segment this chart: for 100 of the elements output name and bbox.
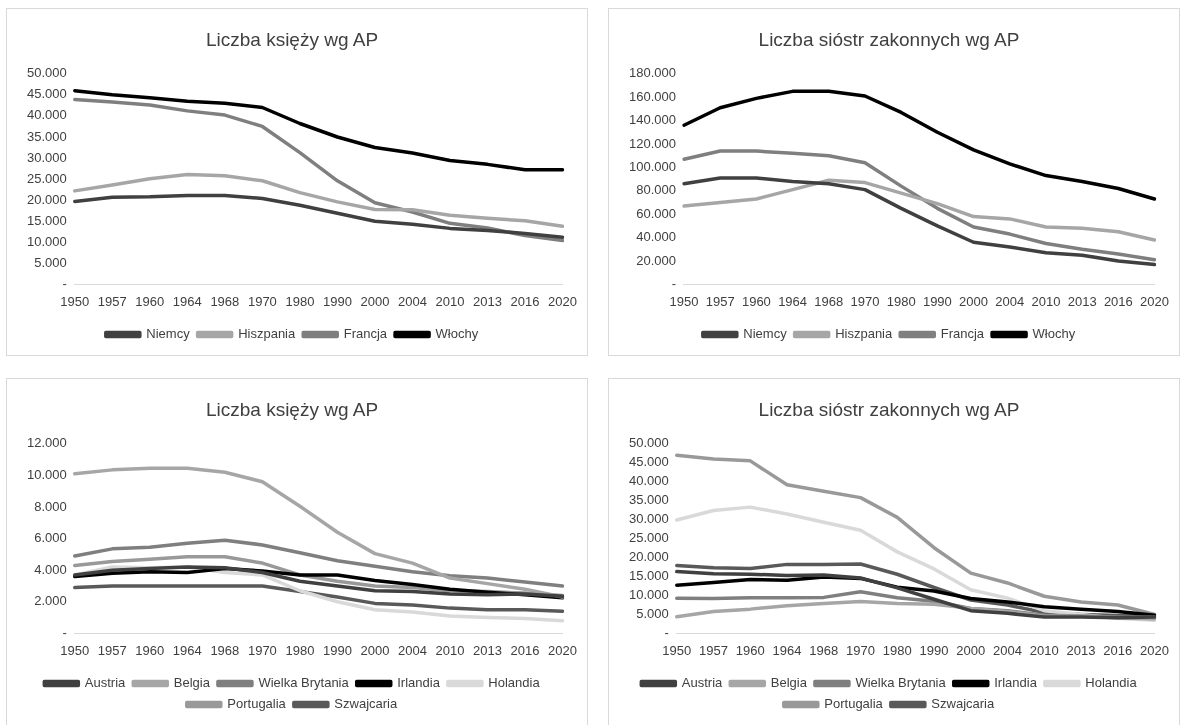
y-tick-label: 100.000 — [628, 158, 676, 174]
legend-label: Wielka Brytania — [258, 675, 350, 691]
y-tick-label: 8.000 — [34, 498, 67, 514]
y-tick-label: 45.000 — [27, 86, 67, 102]
legend-label: Szwajcaria — [334, 696, 398, 712]
y-tick-label: 5.000 — [34, 254, 67, 270]
x-tick-label: 2010 — [1031, 293, 1061, 309]
y-tick-label: 25.000 — [27, 170, 67, 186]
x-tick-label: 1964 — [778, 293, 808, 309]
x-tick-label: 2016 — [1103, 642, 1133, 658]
y-tick-label: 20.000 — [636, 252, 676, 268]
legend-label: Niemcy — [743, 326, 788, 342]
y-tick-label: - — [62, 275, 67, 291]
x-tick-label: 1950 — [60, 293, 90, 309]
chart-title: Liczba księży wg AP — [205, 398, 379, 420]
y-tick-label: 40.000 — [636, 229, 676, 245]
legend-label: Hiszpania — [835, 326, 893, 342]
y-tick-label: 80.000 — [636, 182, 676, 198]
y-tick-label: 40.000 — [27, 107, 67, 123]
y-tick-label: 60.000 — [636, 205, 676, 221]
x-tick-label: 1970 — [247, 293, 277, 309]
x-tick-label: 1957 — [97, 642, 127, 658]
y-tick-label: 10.000 — [27, 466, 67, 482]
x-tick-label: 1990 — [322, 642, 352, 658]
x-tick-label: 2000 — [959, 293, 989, 309]
legend-label: Portugalia — [824, 696, 884, 712]
chart-title: Liczba sióstr zakonnych wg AP — [758, 28, 1020, 50]
x-tick-label: 2010 — [1029, 642, 1059, 658]
x-tick-label: 1990 — [922, 293, 952, 309]
y-tick-label: 20.000 — [27, 191, 67, 207]
x-tick-label: 2004 — [397, 293, 427, 309]
x-tick-label: 2000 — [360, 293, 390, 309]
x-tick-label: 1964 — [772, 642, 802, 658]
x-tick-label: 1960 — [135, 293, 165, 309]
x-tick-label: 1990 — [919, 642, 949, 658]
x-tick-label: 1970 — [850, 293, 880, 309]
y-tick-label: 45.000 — [629, 454, 669, 470]
x-tick-label: 1990 — [322, 293, 352, 309]
x-tick-label: 2016 — [510, 293, 540, 309]
legend-label: Portugalia — [227, 696, 287, 712]
legend-label: Szwajcaria — [931, 696, 995, 712]
legend-label: Włochy — [435, 326, 479, 342]
legend-label: Hiszpania — [238, 326, 296, 342]
x-tick-label: 1960 — [135, 642, 165, 658]
y-tick-label: 4.000 — [34, 561, 67, 577]
x-tick-label: 2013 — [473, 642, 502, 658]
x-tick-label: 2020 — [1140, 642, 1169, 658]
y-tick-label: 6.000 — [34, 530, 67, 546]
x-tick-label: 1980 — [285, 293, 315, 309]
y-tick-label: 10.000 — [27, 233, 67, 249]
x-tick-label: 2013 — [1066, 642, 1096, 658]
x-tick-label: 2004 — [995, 293, 1025, 309]
x-tick-label: 2016 — [510, 642, 540, 658]
x-tick-label: 1964 — [172, 642, 202, 658]
x-tick-label: 1970 — [247, 642, 277, 658]
x-tick-label: 2013 — [473, 293, 502, 309]
y-tick-label: 12.000 — [27, 435, 67, 451]
legend-label: Wielka Brytania — [855, 675, 947, 691]
y-tick-label: 15.000 — [27, 212, 67, 228]
x-tick-label: 1980 — [882, 642, 912, 658]
chart-title: Liczba księży wg AP — [205, 28, 379, 50]
legend-label: Austria — [681, 675, 724, 691]
x-tick-label: 2010 — [435, 293, 465, 309]
y-tick-label: 140.000 — [628, 112, 676, 128]
y-tick-label: 15.000 — [629, 568, 669, 584]
x-tick-label: 1970 — [846, 642, 875, 658]
y-tick-label: 120.000 — [628, 135, 676, 151]
x-tick-label: 2020 — [548, 293, 577, 309]
legend-label: Belgia — [173, 675, 211, 691]
y-tick-label: 50.000 — [629, 435, 669, 451]
legend-label: Austria — [84, 675, 127, 691]
y-tick-label: 30.000 — [27, 149, 67, 165]
x-tick-label: 1960 — [735, 642, 765, 658]
legend-label: Holandia — [488, 675, 541, 691]
y-tick-label: 20.000 — [629, 549, 669, 565]
x-tick-label: 1950 — [669, 293, 699, 309]
x-tick-label: 2000 — [360, 642, 390, 658]
x-tick-label: 2010 — [435, 642, 465, 658]
legend-label: Holandia — [1085, 675, 1138, 691]
x-tick-label: 1957 — [97, 293, 127, 309]
x-tick-label: 2013 — [1067, 293, 1097, 309]
x-tick-label: 2016 — [1103, 293, 1133, 309]
y-tick-label: 40.000 — [629, 473, 669, 489]
legend-label: Francja — [940, 326, 985, 342]
y-tick-label: 2.000 — [34, 593, 67, 609]
x-tick-label: 2020 — [548, 642, 577, 658]
y-tick-label: 10.000 — [629, 587, 669, 603]
y-tick-label: - — [62, 624, 67, 640]
x-tick-label: 1950 — [662, 642, 692, 658]
x-tick-label: 1950 — [60, 642, 90, 658]
legend-label: Irlandia — [994, 675, 1038, 691]
x-tick-label: 1968 — [814, 293, 844, 309]
y-tick-label: 160.000 — [628, 88, 676, 104]
chart-title: Liczba sióstr zakonnych wg AP — [758, 398, 1020, 420]
x-tick-label: 1968 — [210, 293, 240, 309]
legend-label: Irlandia — [397, 675, 441, 691]
legend-label: Niemcy — [146, 326, 191, 342]
y-tick-label: 35.000 — [629, 492, 669, 508]
x-tick-label: 2004 — [397, 642, 427, 658]
x-tick-label: 1980 — [285, 642, 315, 658]
